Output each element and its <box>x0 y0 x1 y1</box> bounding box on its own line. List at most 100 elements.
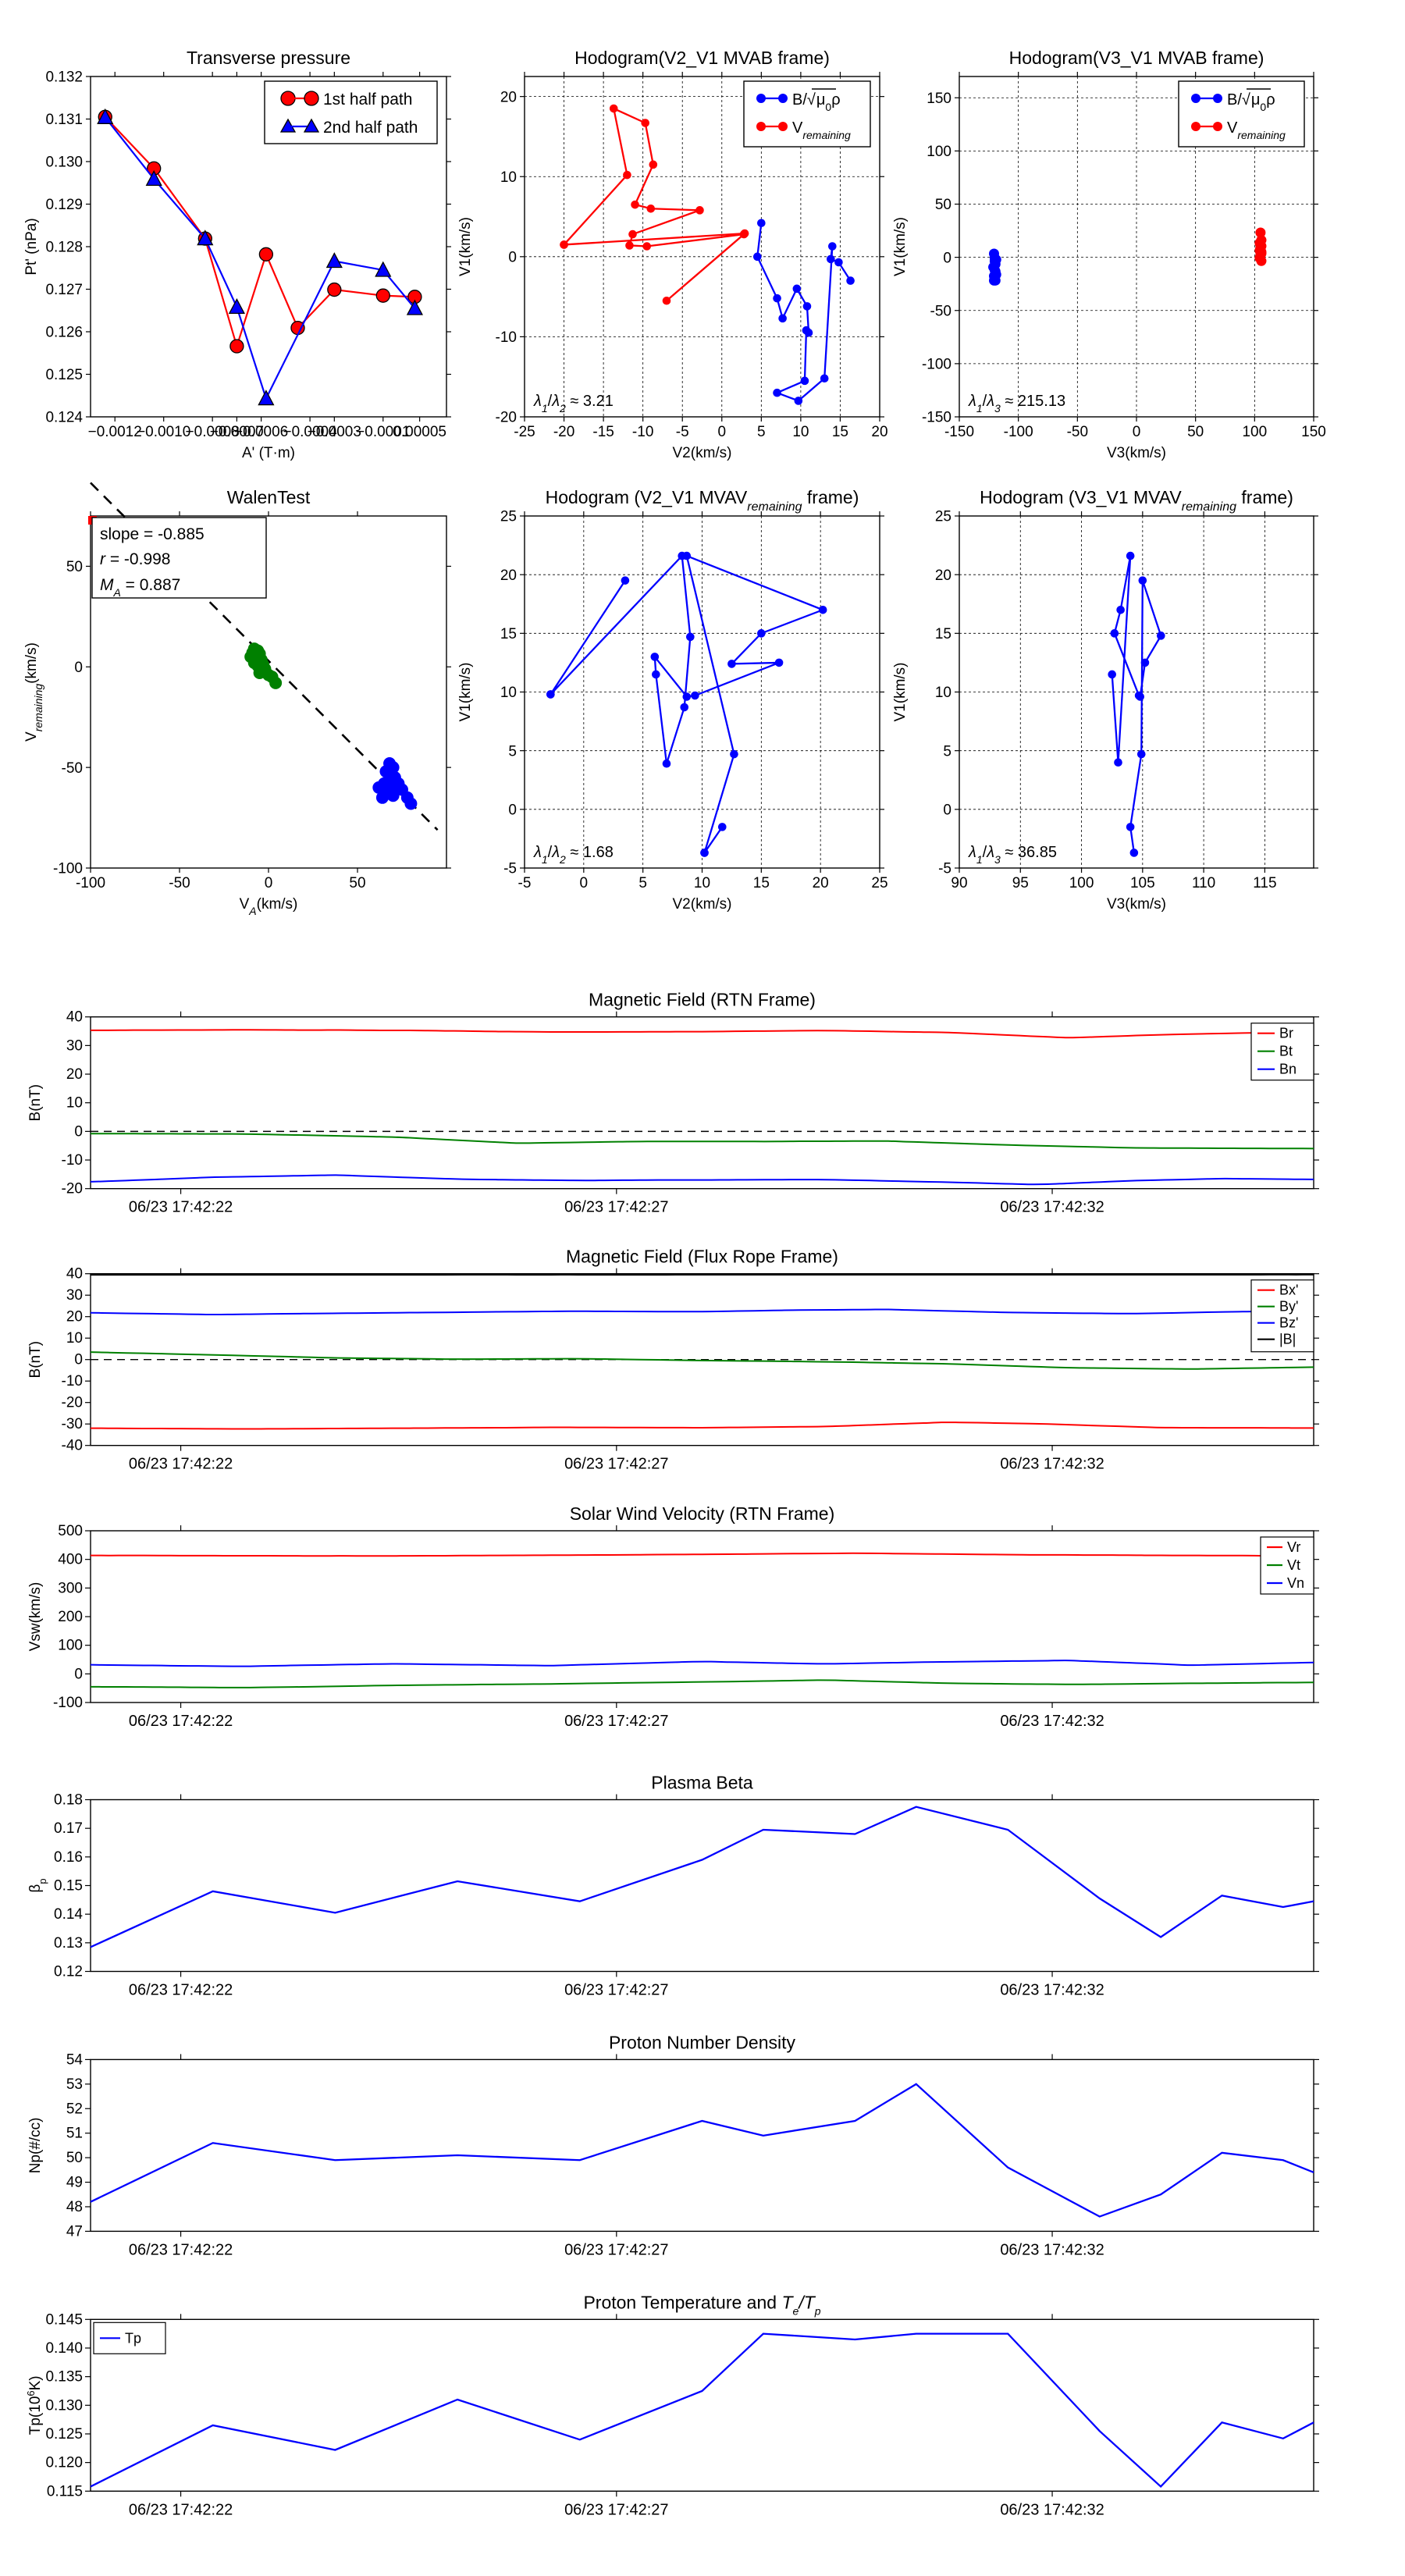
svg-text:52: 52 <box>66 2101 83 2117</box>
svg-text:10: 10 <box>66 1095 83 1112</box>
svg-text:βp: βp <box>27 1878 48 1892</box>
svg-text:-5: -5 <box>503 861 517 877</box>
svg-text:100: 100 <box>58 1638 83 1654</box>
svg-text:100: 100 <box>1242 424 1267 440</box>
svg-text:-5: -5 <box>676 424 689 440</box>
svg-text:Vn: Vn <box>1287 1575 1304 1591</box>
svg-text:-100: -100 <box>76 875 105 891</box>
svg-text:Proton Temperature and Te/Tp: Proton Temperature and Te/Tp <box>583 2292 820 2317</box>
svg-text:5: 5 <box>757 424 766 440</box>
svg-text:5: 5 <box>508 743 517 760</box>
svg-text:30: 30 <box>66 1287 83 1304</box>
svg-text:0.128: 0.128 <box>45 240 83 256</box>
svg-text:50: 50 <box>66 559 83 575</box>
svg-text:40: 40 <box>66 1266 83 1283</box>
svg-text:30: 30 <box>66 1037 83 1054</box>
svg-text:0.124: 0.124 <box>45 410 83 426</box>
svg-text:0.18: 0.18 <box>54 1792 83 1809</box>
svg-text:-100: -100 <box>922 357 951 373</box>
svg-text:50: 50 <box>349 875 365 891</box>
svg-text:0.129: 0.129 <box>45 197 83 213</box>
svg-text:-20: -20 <box>496 410 517 426</box>
svg-text:06/23 17:42:22: 06/23 17:42:22 <box>129 2241 233 2258</box>
svg-text:Pt' (nPa): Pt' (nPa) <box>23 218 40 275</box>
svg-text:06/23 17:42:22: 06/23 17:42:22 <box>129 1982 233 1999</box>
svg-text:0.135: 0.135 <box>45 2369 83 2386</box>
svg-text:20: 20 <box>66 1066 83 1083</box>
svg-text:06/23 17:42:32: 06/23 17:42:32 <box>1000 2501 1104 2518</box>
svg-text:Br: Br <box>1279 1026 1293 1041</box>
svg-text:V2(km/s): V2(km/s) <box>673 445 732 461</box>
svg-text:Vsw(km/s): Vsw(km/s) <box>27 1582 44 1652</box>
svg-text:Bx': Bx' <box>1279 1283 1298 1298</box>
svg-text:06/23 17:42:22: 06/23 17:42:22 <box>129 2501 233 2518</box>
svg-text:06/23 17:42:22: 06/23 17:42:22 <box>129 1199 233 1216</box>
svg-text:06/23 17:42:32: 06/23 17:42:32 <box>1000 2241 1104 2258</box>
svg-text:V1(km/s): V1(km/s) <box>457 663 474 722</box>
svg-text:-10: -10 <box>632 424 653 440</box>
svg-text:r = -0.998: r = -0.998 <box>100 550 170 568</box>
svg-text:Solar Wind Velocity (RTN Frame: Solar Wind Velocity (RTN Frame) <box>570 1503 835 1524</box>
svg-text:Plasma Beta: Plasma Beta <box>651 1773 753 1793</box>
svg-text:Hodogram(V3_V1 MVAB frame): Hodogram(V3_V1 MVAB frame) <box>1009 48 1264 68</box>
svg-text:20: 20 <box>935 568 951 584</box>
svg-text:06/23 17:42:27: 06/23 17:42:27 <box>564 1982 668 1999</box>
svg-text:-150: -150 <box>944 424 974 440</box>
svg-text:25: 25 <box>500 509 517 525</box>
svg-text:Vt: Vt <box>1287 1557 1300 1573</box>
svg-text:Vr: Vr <box>1287 1539 1300 1555</box>
svg-text:200: 200 <box>58 1609 83 1625</box>
svg-text:0.16: 0.16 <box>54 1849 83 1866</box>
svg-text:15: 15 <box>935 626 951 642</box>
svg-text:Transverse pressure: Transverse pressure <box>187 48 350 68</box>
svg-text:Hodogram (V2_V1 MVAVremaining: Hodogram (V2_V1 MVAVremaining frame) <box>546 487 859 514</box>
svg-text:-20: -20 <box>62 1395 83 1411</box>
svg-text:Hodogram(V2_V1 MVAB frame): Hodogram(V2_V1 MVAB frame) <box>574 48 830 68</box>
svg-text:-50: -50 <box>930 303 951 319</box>
svg-text:49: 49 <box>66 2175 83 2191</box>
svg-text:Bn: Bn <box>1279 1062 1297 1077</box>
svg-text:0.15: 0.15 <box>54 1878 83 1895</box>
svg-text:-100: -100 <box>1004 424 1033 440</box>
svg-text:-30: -30 <box>62 1416 83 1432</box>
svg-text:0: 0 <box>74 660 83 676</box>
svg-text:500: 500 <box>58 1523 83 1539</box>
svg-text:25: 25 <box>871 875 887 891</box>
svg-text:−0.0012: −0.0012 <box>88 424 142 440</box>
svg-text:06/23 17:42:32: 06/23 17:42:32 <box>1000 1713 1104 1730</box>
svg-text:0.131: 0.131 <box>45 112 83 128</box>
svg-text:06/23 17:42:27: 06/23 17:42:27 <box>564 2501 668 2518</box>
svg-text:V3(km/s): V3(km/s) <box>1107 896 1166 913</box>
svg-text:10: 10 <box>500 169 517 186</box>
svg-text:-25: -25 <box>514 424 535 440</box>
svg-text:Magnetic Field (Flux Rope Fram: Magnetic Field (Flux Rope Frame) <box>566 1247 838 1267</box>
svg-text:06/23 17:42:22: 06/23 17:42:22 <box>129 1456 233 1473</box>
svg-text:0: 0 <box>1133 424 1141 440</box>
svg-text:06/23 17:42:27: 06/23 17:42:27 <box>564 1713 668 1730</box>
svg-text:−0.0010: −0.0010 <box>137 424 190 440</box>
svg-text:54: 54 <box>66 2051 84 2068</box>
svg-text:10: 10 <box>935 685 951 701</box>
svg-text:0: 0 <box>943 250 951 266</box>
svg-text:20: 20 <box>66 1309 83 1325</box>
svg-text:300: 300 <box>58 1580 83 1596</box>
svg-text:0: 0 <box>74 1352 83 1368</box>
svg-text:110: 110 <box>1192 875 1215 891</box>
svg-text:0: 0 <box>717 424 726 440</box>
svg-text:15: 15 <box>500 626 517 642</box>
svg-text:06/23 17:42:32: 06/23 17:42:32 <box>1000 1982 1104 1999</box>
svg-text:-150: -150 <box>922 410 951 426</box>
svg-text:20: 20 <box>500 89 517 105</box>
svg-text:λ1/λ2 ≈ 1.68: λ1/λ2 ≈ 1.68 <box>533 844 614 866</box>
svg-text:20: 20 <box>871 424 887 440</box>
svg-text:0.120: 0.120 <box>45 2455 83 2471</box>
svg-text:0: 0 <box>508 249 517 265</box>
svg-text:10: 10 <box>66 1330 83 1347</box>
svg-text:0.140: 0.140 <box>45 2340 83 2357</box>
svg-text:06/23 17:42:22: 06/23 17:42:22 <box>129 1713 233 1730</box>
svg-text:-10: -10 <box>62 1152 83 1169</box>
svg-text:-40: -40 <box>62 1438 83 1454</box>
svg-text:06/23 17:42:27: 06/23 17:42:27 <box>564 2241 668 2258</box>
svg-text:Vremaining(km/s): Vremaining(km/s) <box>23 642 44 742</box>
svg-text:15: 15 <box>753 875 770 891</box>
